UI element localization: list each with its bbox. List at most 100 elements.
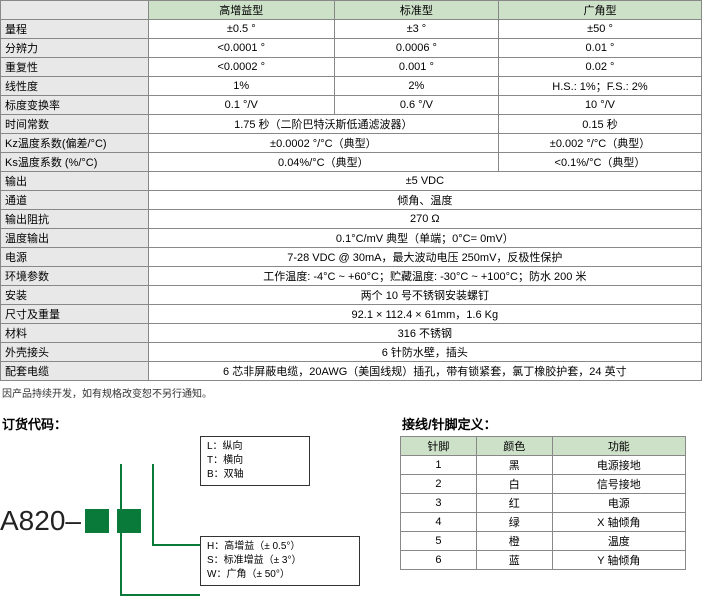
pin-cell: X 轴倾角: [552, 513, 685, 532]
row-label: 安装: [1, 286, 149, 305]
order-code-prefix: A820: [0, 505, 65, 537]
table-row: 输出阻抗270 Ω: [1, 210, 702, 229]
spec-cell: 6 针防水壁，插头: [148, 343, 701, 362]
table-row: 时间常数1.75 秒（二阶巴特沃斯低通滤波器）0.15 秒: [1, 115, 702, 134]
table-row: 安装两个 10 号不锈钢安装螺钉: [1, 286, 702, 305]
pin-col-header: 颜色: [476, 437, 552, 456]
pin-cell: 温度: [552, 532, 685, 551]
table-row: 5橙温度: [401, 532, 686, 551]
pin-col-header: 针脚: [401, 437, 477, 456]
row-label: 温度输出: [1, 229, 149, 248]
spec-cell: 270 Ω: [148, 210, 701, 229]
row-label: 材料: [1, 324, 149, 343]
table-row: 3红电源: [401, 494, 686, 513]
spec-cell: 2%: [334, 77, 498, 96]
pin-cell: 黑: [476, 456, 552, 475]
legend-row: H：高增益（± 0.5°）: [207, 540, 353, 554]
spec-cell: 0.6 °/V: [334, 96, 498, 115]
spec-cell: 0.1°C/mV 典型（单端；0°C= 0mV）: [148, 229, 701, 248]
pin-cell: 3: [401, 494, 477, 513]
row-label: 标度变换率: [1, 96, 149, 115]
pin-cell: 电源: [552, 494, 685, 513]
table-row: 环境参数工作温度: -4°C ~ +60°C；贮藏温度: -30°C ~ +10…: [1, 267, 702, 286]
row-label: Kz温度系数(偏差/°C): [1, 134, 149, 153]
spec-cell: 0.001 °: [334, 58, 498, 77]
pin-cell: 橙: [476, 532, 552, 551]
pin-cell: Y 轴倾角: [552, 551, 685, 570]
table-row: 2白信号接地: [401, 475, 686, 494]
spec-cell: <0.0002 °: [148, 58, 334, 77]
order-code-slot-1: [85, 509, 109, 533]
legend-row: W：广角（± 50°）: [207, 568, 353, 582]
spec-cell: ±3 °: [334, 20, 498, 39]
spec-cell: 7-28 VDC @ 30mA，最大波动电压 250mV，反极性保护: [148, 248, 701, 267]
row-label: 分辨力: [1, 39, 149, 58]
spec-cell: ±0.0002 °/°C（典型）: [148, 134, 498, 153]
spec-table: 高增益型标准型广角型 量程±0.5 °±3 °±50 °分辨力<0.0001 °…: [0, 0, 702, 381]
table-row: 6蓝Y 轴倾角: [401, 551, 686, 570]
spec-col-header: 广角型: [498, 1, 701, 20]
table-row: 分辨力<0.0001 °0.0006 °0.01 °: [1, 39, 702, 58]
row-label: 输出阻抗: [1, 210, 149, 229]
row-label: 配套电缆: [1, 362, 149, 381]
pin-cell: 5: [401, 532, 477, 551]
row-label: 线性度: [1, 77, 149, 96]
order-code-dash: –: [65, 505, 81, 537]
row-label: 外壳接头: [1, 343, 149, 362]
table-row: 温度输出0.1°C/mV 典型（单端；0°C= 0mV）: [1, 229, 702, 248]
spec-cell: 倾角、温度: [148, 191, 701, 210]
table-row: 材料316 不锈钢: [1, 324, 702, 343]
order-code-title: 订货代码：: [0, 408, 384, 436]
legend-row: T：横向: [207, 454, 303, 468]
spec-header-blank: [1, 1, 149, 20]
pin-cell: 信号接地: [552, 475, 685, 494]
spec-cell: 0.15 秒: [498, 115, 701, 134]
pin-cell: 2: [401, 475, 477, 494]
table-row: 尺寸及重量92.1 × 112.4 × 61mm，1.6 Kg: [1, 305, 702, 324]
row-label: 量程: [1, 20, 149, 39]
table-row: Ks温度系数 (%/°C)0.04%/°C（典型）<0.1%/°C（典型）: [1, 153, 702, 172]
table-row: 量程±0.5 °±3 °±50 °: [1, 20, 702, 39]
spec-cell: 工作温度: -4°C ~ +60°C；贮藏温度: -30°C ~ +100°C；…: [148, 267, 701, 286]
legend-row: S：标准增益（± 3°）: [207, 554, 353, 568]
table-row: 配套电缆6 芯非屏蔽电缆，20AWG（美国线规）插孔，带有锁紧套，氯丁橡胶护套，…: [1, 362, 702, 381]
spec-cell: 6 芯非屏蔽电缆，20AWG（美国线规）插孔，带有锁紧套，氯丁橡胶护套，24 英…: [148, 362, 701, 381]
pin-col-header: 功能: [552, 437, 685, 456]
spec-cell: H.S.: 1%；F.S.: 2%: [498, 77, 701, 96]
spec-cell: ±50 °: [498, 20, 701, 39]
spec-cell: 316 不锈钢: [148, 324, 701, 343]
spec-cell: 0.02 °: [498, 58, 701, 77]
spec-cell: 0.04%/°C（典型）: [148, 153, 498, 172]
table-row: 通道倾角、温度: [1, 191, 702, 210]
row-label: 环境参数: [1, 267, 149, 286]
pin-cell: 1: [401, 456, 477, 475]
legend-box-axis: L：纵向T：横向B：双轴: [200, 436, 310, 486]
row-label: 尺寸及重量: [1, 305, 149, 324]
table-row: 外壳接头6 针防水壁，插头: [1, 343, 702, 362]
pin-cell: 电源接地: [552, 456, 685, 475]
row-label: 电源: [1, 248, 149, 267]
spec-col-header: 标准型: [334, 1, 498, 20]
row-label: Ks温度系数 (%/°C): [1, 153, 149, 172]
pin-table: 针脚颜色功能 1黑电源接地2白信号接地3红电源4绿X 轴倾角5橙温度6蓝Y 轴倾…: [400, 436, 686, 570]
spec-cell: <0.1%/°C（典型）: [498, 153, 701, 172]
pin-cell: 4: [401, 513, 477, 532]
legend-box-gain: H：高增益（± 0.5°）S：标准增益（± 3°）W：广角（± 50°）: [200, 536, 360, 586]
table-row: Kz温度系数(偏差/°C)±0.0002 °/°C（典型）±0.002 °/°C…: [1, 134, 702, 153]
row-label: 通道: [1, 191, 149, 210]
table-row: 重复性<0.0002 °0.001 °0.02 °: [1, 58, 702, 77]
order-code-diagram: A820 – L：纵向T：横向B：双轴 H：高增益（± 0.5°）S：标准增益（…: [0, 436, 384, 606]
pin-cell: 蓝: [476, 551, 552, 570]
table-row: 电源7-28 VDC @ 30mA，最大波动电压 250mV，反极性保护: [1, 248, 702, 267]
pin-cell: 白: [476, 475, 552, 494]
table-row: 4绿X 轴倾角: [401, 513, 686, 532]
spec-cell: 0.0006 °: [334, 39, 498, 58]
row-label: 输出: [1, 172, 149, 191]
pin-cell: 绿: [476, 513, 552, 532]
spec-cell: 0.1 °/V: [148, 96, 334, 115]
spec-cell: ±0.002 °/°C（典型）: [498, 134, 701, 153]
spec-cell: ±5 VDC: [148, 172, 701, 191]
row-label: 重复性: [1, 58, 149, 77]
legend-row: L：纵向: [207, 440, 303, 454]
spec-cell: 92.1 × 112.4 × 61mm，1.6 Kg: [148, 305, 701, 324]
